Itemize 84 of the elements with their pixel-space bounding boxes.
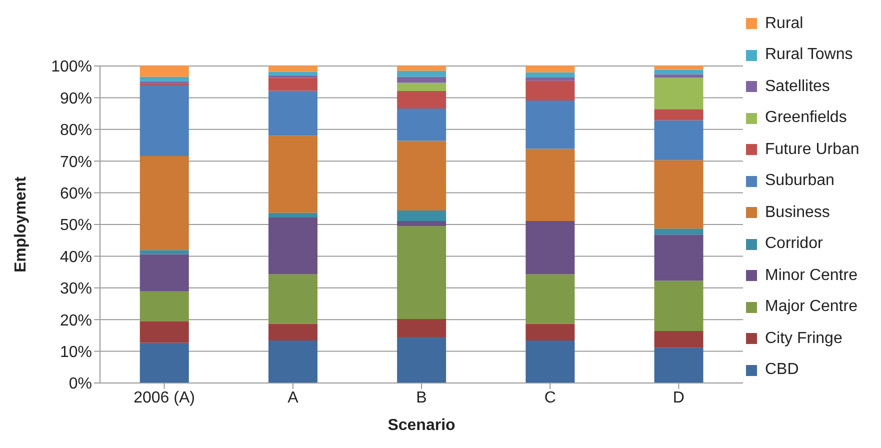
bar — [268, 66, 318, 72]
y-tick-label: 10% — [60, 344, 92, 361]
bar — [268, 218, 318, 274]
bar — [140, 66, 189, 77]
bar — [526, 66, 575, 72]
bar — [268, 78, 318, 91]
bar — [654, 74, 704, 78]
bar — [397, 82, 446, 92]
bar — [140, 156, 189, 250]
x-tick-label: 2006 (A) — [134, 389, 195, 406]
bar — [397, 210, 446, 222]
bar — [526, 324, 575, 341]
x-tick-label: A — [288, 389, 299, 406]
bar — [526, 80, 575, 101]
bar — [140, 76, 189, 82]
bar — [397, 337, 446, 383]
legend-label: Rural Towns — [765, 46, 853, 64]
bar — [140, 321, 189, 343]
bar — [654, 120, 704, 160]
bar — [654, 66, 704, 70]
x-axis-title: Scenario — [388, 417, 456, 434]
bar — [654, 331, 704, 348]
bar — [526, 72, 575, 78]
legend-label: Business — [765, 204, 830, 222]
y-tick-label: 90% — [60, 90, 92, 108]
x-tick-label: B — [416, 389, 427, 406]
x-tick-label: D — [672, 389, 684, 406]
legend-label: Minor Centre — [765, 266, 858, 285]
y-tick-label: 20% — [60, 312, 92, 330]
legend-label: Corridor — [765, 235, 823, 254]
bar — [397, 76, 446, 83]
bar — [268, 90, 318, 136]
bar — [654, 160, 704, 229]
legend-label: CBD — [765, 361, 799, 380]
y-axis-title: Employment — [12, 176, 30, 273]
bar — [654, 78, 704, 110]
bar — [526, 100, 575, 149]
bar — [654, 234, 704, 281]
bar — [397, 318, 446, 338]
bar — [397, 226, 446, 319]
bar — [268, 75, 318, 78]
y-tick-label: 80% — [60, 122, 92, 140]
bar — [397, 221, 446, 226]
bar — [654, 228, 704, 235]
bar — [654, 348, 704, 383]
bar — [268, 212, 318, 218]
bar — [140, 85, 189, 156]
bar — [140, 250, 189, 254]
bar — [397, 140, 446, 211]
bar — [140, 291, 189, 322]
y-tick-label: 100% — [51, 58, 92, 76]
y-tick-label: 0% — [68, 376, 92, 393]
legend-label: Rural — [765, 14, 804, 33]
legend-label: Major Centre — [765, 298, 858, 316]
bar — [654, 280, 704, 332]
bar — [268, 72, 318, 76]
bar — [268, 274, 318, 324]
bar — [526, 77, 575, 81]
bar — [526, 221, 575, 274]
legend-label: City Fringe — [765, 330, 842, 348]
bar — [397, 108, 446, 141]
legend-label: Satellites — [765, 78, 830, 96]
x-tick-label: C — [544, 389, 556, 406]
legend-label: Future Urban — [765, 140, 860, 159]
y-tick-label: 60% — [60, 185, 92, 202]
bar — [397, 91, 446, 108]
y-tick-label: 70% — [60, 154, 92, 171]
bar — [654, 70, 704, 74]
bar — [654, 109, 704, 120]
bar — [268, 136, 318, 213]
bar — [140, 342, 189, 383]
bar — [397, 70, 446, 77]
y-tick-label: 50% — [60, 217, 92, 234]
legend-label: Greenfields — [765, 109, 847, 128]
bar — [397, 66, 446, 71]
bar — [268, 340, 318, 383]
bar — [140, 254, 189, 292]
y-tick-label: 30% — [60, 280, 92, 298]
bar — [526, 148, 575, 222]
y-tick-label: 40% — [60, 248, 92, 266]
bar — [526, 340, 575, 383]
bar — [268, 324, 318, 341]
legend-label: Suburban — [765, 172, 834, 190]
bar — [526, 274, 575, 324]
